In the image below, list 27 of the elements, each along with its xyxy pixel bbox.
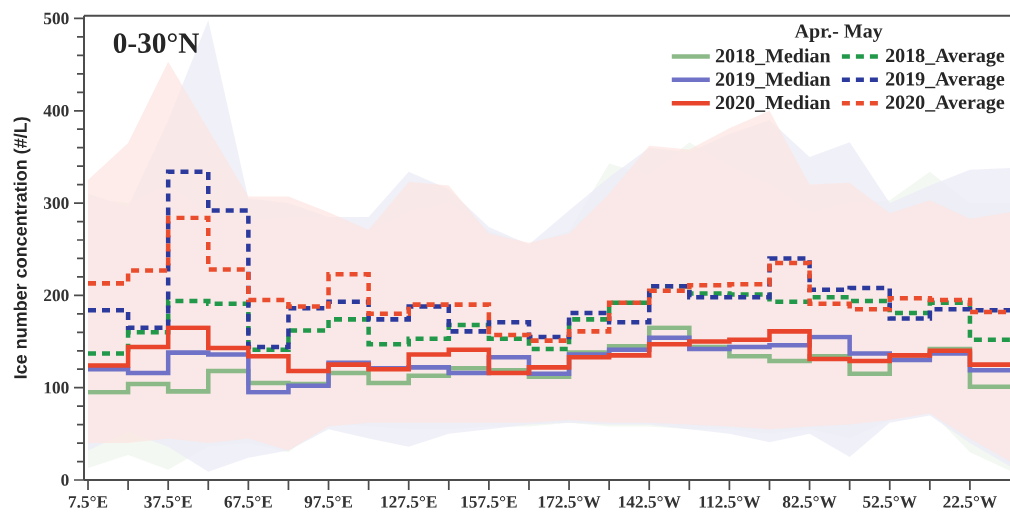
y-tick-label: 100 [44, 381, 69, 394]
x-tick-label: 67.5°E [224, 496, 272, 508]
x-tick-label: 112.5°W [699, 496, 761, 508]
legend-label: 2020_Median [715, 95, 831, 112]
x-tick-label: 52.5°W [863, 496, 917, 508]
x-tick-label: 142.5°W [618, 496, 681, 508]
x-tick-label: 127.5°E [381, 496, 437, 508]
chart-title: 0-30°N [113, 33, 200, 53]
y-tick-label: 400 [43, 104, 69, 117]
x-tick-label: 22.5°W [943, 496, 997, 508]
legend-label: 2019_Median [715, 71, 831, 89]
legend-label: 2018_Median [715, 48, 831, 66]
legend-label: 2019_Average [885, 72, 1005, 90]
legend-label: 2020_Average [885, 95, 1005, 114]
y-axis-title: Ice number concentration (#/L) [13, 117, 31, 379]
x-tick-label: 37.5°E [144, 496, 192, 508]
x-tick-label: 157.5°E [461, 496, 517, 508]
y-tick-label: 300 [43, 197, 69, 209]
y-tick-label: 500 [43, 12, 69, 25]
x-tick-label: 97.5°E [304, 496, 353, 508]
x-tick-label: 172.5°W [538, 496, 601, 508]
x-tick-label: 7.5°E [68, 496, 108, 508]
y-tick-label: 0 [61, 474, 69, 486]
legend-title: Apr.- May [794, 24, 883, 42]
x-tick-label: 82.5°W [782, 496, 837, 508]
y-tick-label: 200 [44, 289, 69, 302]
legend-label: 2018_Average [885, 48, 1005, 67]
